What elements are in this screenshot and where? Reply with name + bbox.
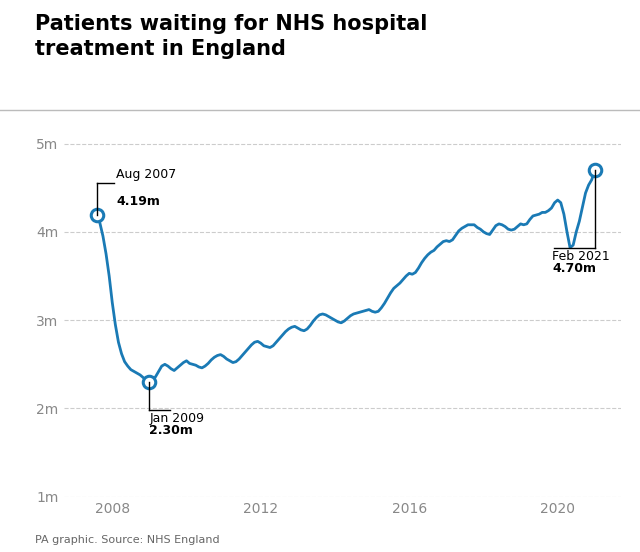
Text: 2.30m: 2.30m [149,424,193,437]
Text: 4.70m: 4.70m [552,262,596,275]
Text: 4.19m: 4.19m [116,195,160,208]
Text: Jan 2009: Jan 2009 [149,412,204,425]
Text: PA graphic. Source: NHS England: PA graphic. Source: NHS England [35,535,220,545]
Text: Aug 2007: Aug 2007 [116,168,176,182]
Text: Patients waiting for NHS hospital
treatment in England: Patients waiting for NHS hospital treatm… [35,14,428,59]
Text: Feb 2021: Feb 2021 [552,251,610,263]
